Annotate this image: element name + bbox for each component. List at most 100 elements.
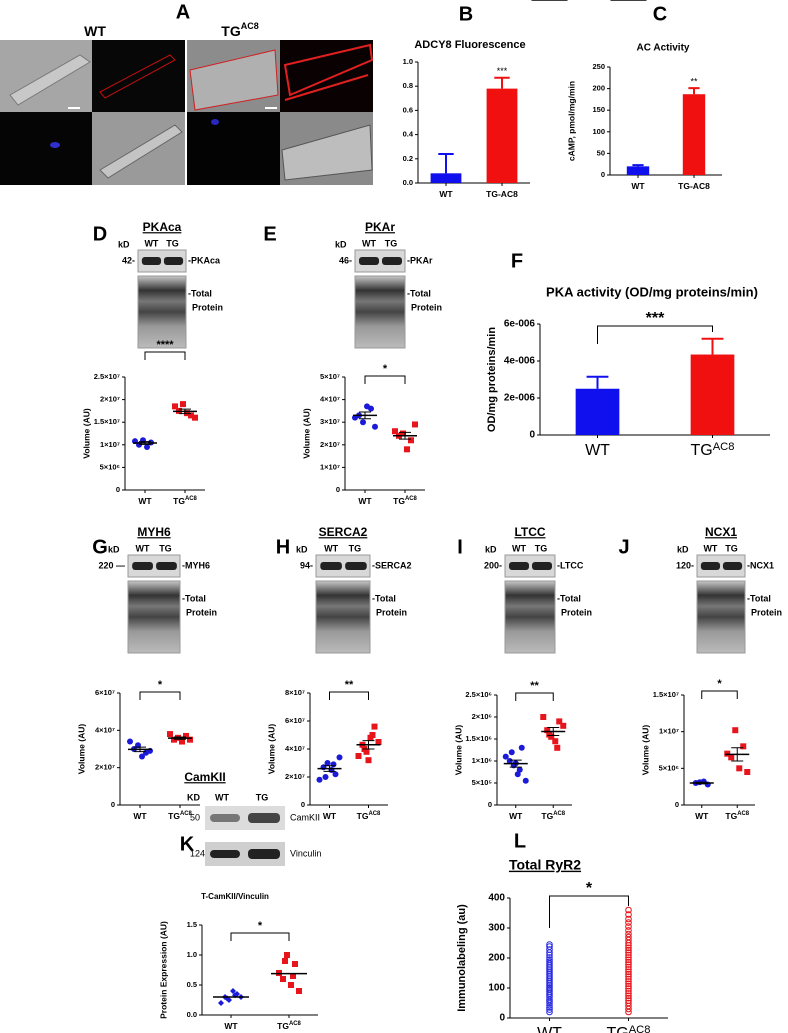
x-tick-label: WT [631,181,645,191]
data-point [625,958,632,966]
data-point [546,731,553,738]
label-superscript: AC8 [180,811,193,817]
total-label: -Total [407,288,431,298]
total-protein [315,580,371,654]
data-point [625,992,632,1000]
lane-label: TG [725,543,738,553]
label-superscript: AC8 [629,1024,651,1033]
data-point [296,988,302,994]
significance-bracket [549,895,629,928]
data-point [744,769,751,775]
panel-letter: L [514,830,526,852]
label-text: TG [607,1025,629,1033]
data-point [230,988,236,994]
data-point [540,714,547,720]
data-point [139,753,145,760]
molecular-weight: 94- [300,560,313,570]
total-label: Protein [561,607,592,617]
label-text: TG [691,442,713,459]
label-superscript: AC8 [185,496,198,502]
data-point [404,446,410,453]
data-point [330,761,337,768]
y-tick-label: 100 [488,983,505,994]
data-point [554,744,561,751]
data-point [625,961,632,968]
chart-title: Total RyR2 [509,857,581,873]
data-point [625,923,632,930]
annotation: * [717,678,722,690]
error-bar [586,375,609,389]
y-tick-label: 0 [111,800,115,809]
data-point [518,744,525,751]
error-bar [134,746,146,753]
data-point [284,952,290,958]
significance-bracket [144,351,186,360]
lane-label: WT [362,238,376,248]
blot-title: LTCC [514,525,545,539]
panel-letter: E [263,223,276,245]
y-tick-label: 2×10⁷ [95,763,115,772]
error-bar [701,337,724,355]
lane-label: WT [136,543,150,553]
x-tick-label: WT [439,189,453,199]
data-point [316,776,323,783]
band-label: -PKAr [407,255,433,265]
y-tick-label: 4×10⁷ [320,395,340,404]
y-tick-label: 8×10⁷ [285,688,305,697]
blot-band [696,554,746,578]
band-label: Vinculin [290,848,321,858]
data-point [625,927,632,934]
annotation: ** [690,77,698,87]
data-point [625,980,632,988]
panel-letter: H [276,536,290,558]
data-point [556,718,563,725]
data-point [625,997,632,1004]
data-point [625,906,632,914]
total-label: Protein [411,302,442,312]
image-label: WT [84,23,106,39]
band [210,814,240,822]
label-text: WT [585,442,610,459]
total-label: Protein [751,607,782,617]
band [345,562,367,570]
label-text: TG [393,496,405,506]
y-axis-label: cAMP, pmol/mg/min [566,81,576,161]
data-point [546,958,553,965]
molecular-weight: 120- [676,560,694,570]
data-point [192,414,198,421]
total-label: Protein [192,302,223,312]
error-bar [494,76,510,89]
subtitle: T-CamKII/Vinculin [201,892,269,901]
significance-bracket [139,691,181,700]
data-point [625,987,632,995]
lane-label: TG [535,543,548,553]
data-point [375,739,382,745]
y-tick-label: 4×10⁷ [95,725,115,734]
molecular-weight: 200- [484,560,502,570]
data-point [625,915,632,923]
data-point [625,930,632,938]
data-point [740,743,747,750]
y-tick-label: 200 [592,84,605,93]
blot-title: SERCA2 [319,525,368,539]
data-point [625,944,632,952]
image [0,112,92,185]
lane-label: TG [166,238,179,248]
data-point [355,753,362,759]
annotation: **** [156,339,174,351]
data-point [179,738,185,745]
label-text: WT [537,1025,562,1033]
blot-band [354,249,406,273]
band-label: CamKII [290,812,320,822]
data-point [502,753,509,760]
band [210,850,240,858]
lane-label: WT [215,792,229,802]
label-text: WT [358,496,372,506]
x-tick-label: TGAC8 [277,1021,301,1032]
error-bar [731,747,744,762]
lane-label: TG [385,238,398,248]
y-tick-label: 0 [336,485,340,494]
error-bar [179,408,191,415]
y-tick-label: 0 [675,800,679,809]
